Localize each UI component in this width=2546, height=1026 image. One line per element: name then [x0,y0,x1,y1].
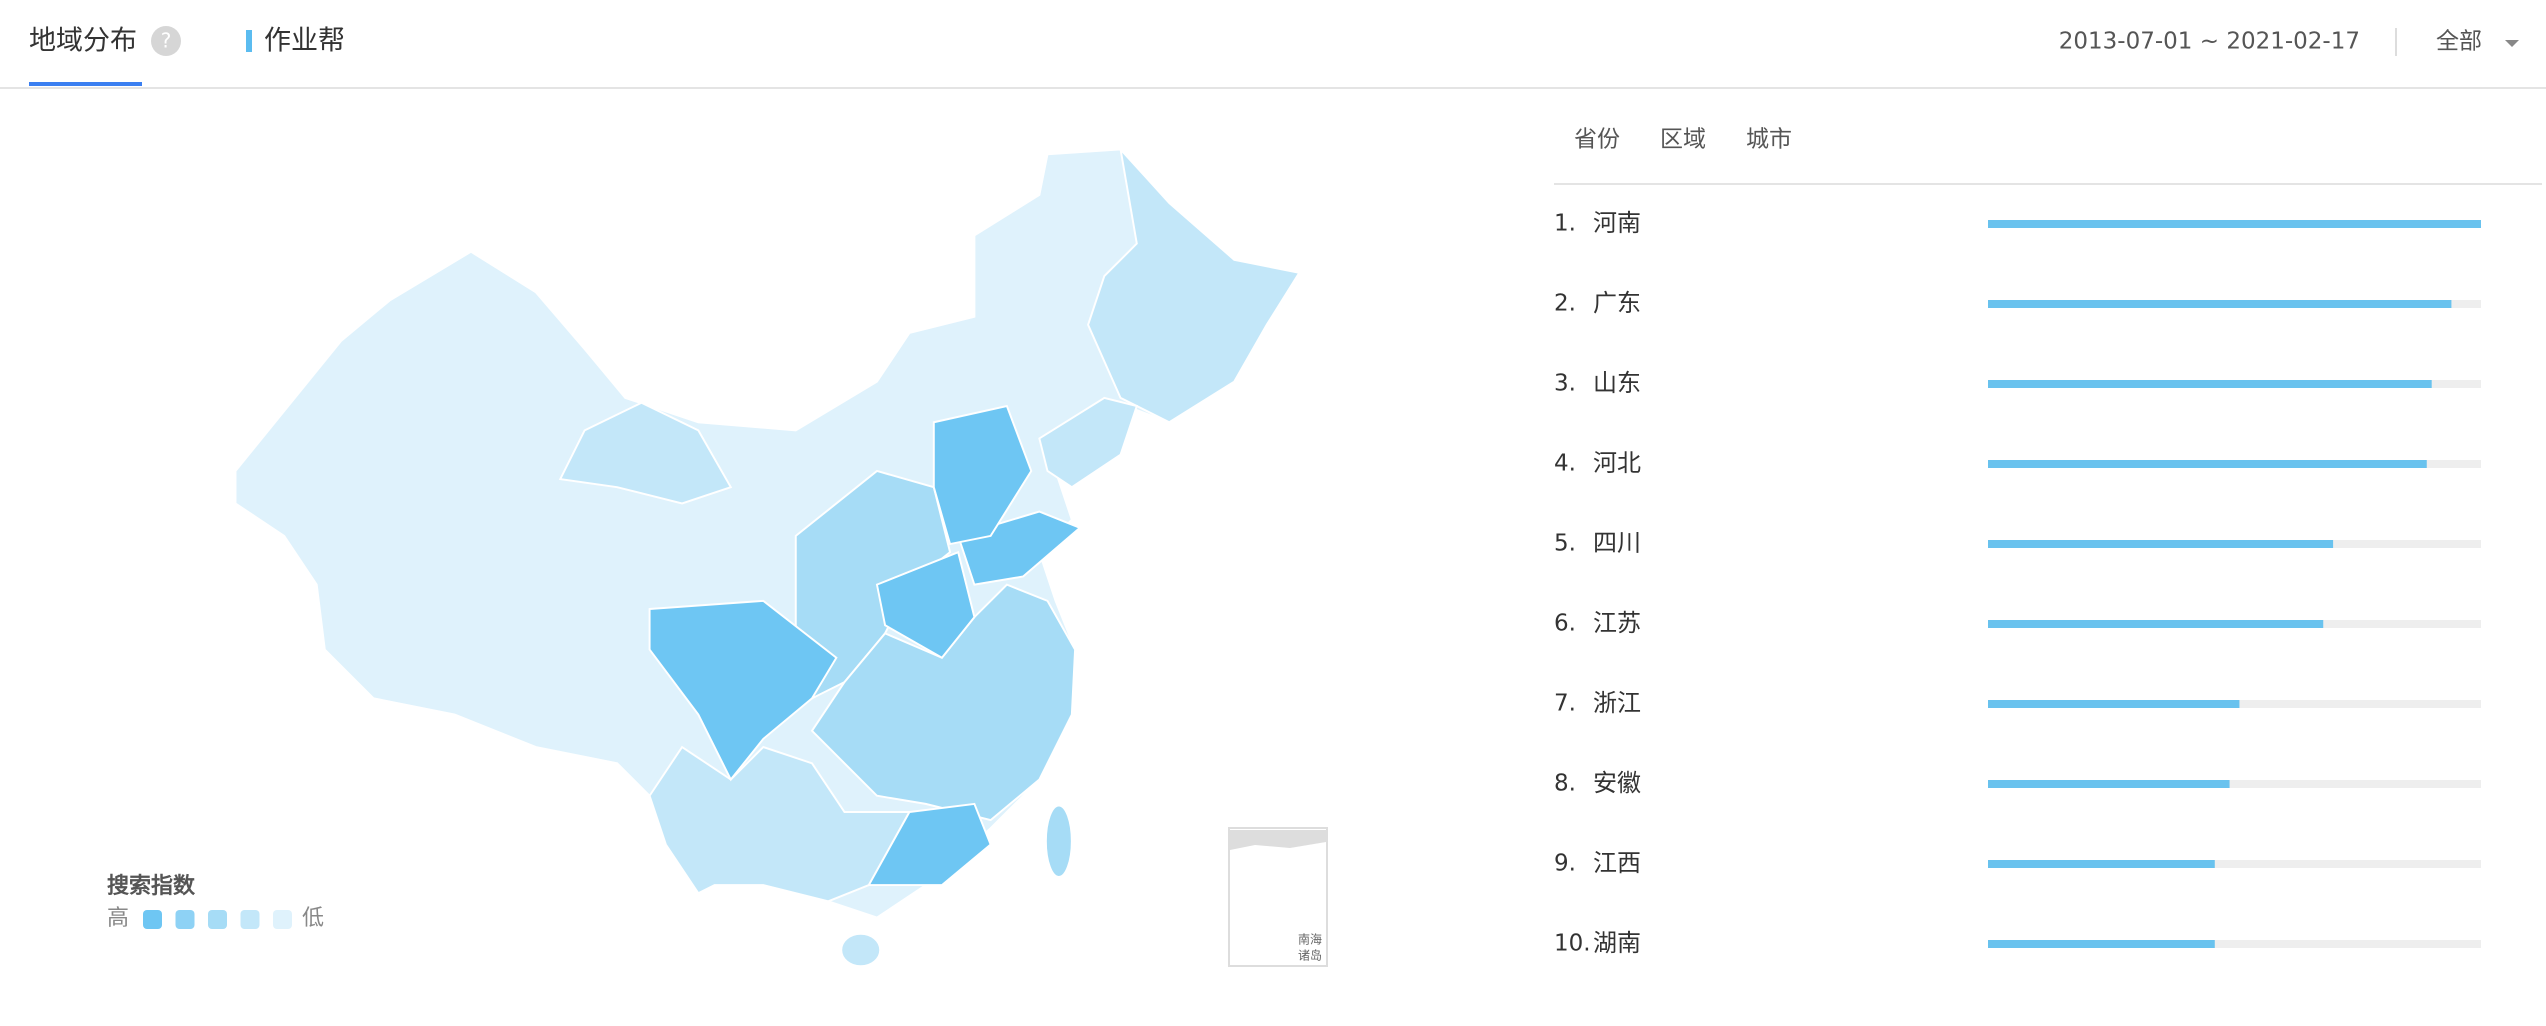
province-name: 江西 [1593,849,1641,877]
henan [875,550,976,659]
bar [1988,940,2215,948]
province-name: 河北 [1593,449,1641,477]
province-name: 广东 [1593,289,1641,317]
rank-number: 10. [1554,931,1591,957]
inset-label: 诸岛 [1298,948,1322,963]
ranking-list: 1. 河南 2. 广东 3. 山东 4. 河北 5. 四川 6. 江苏 7. 浙江 8. 安徽 9. 江西 10. 湖… [1554,209,2481,957]
province-name: 江苏 [1593,609,1641,637]
legend-swatch [143,910,162,929]
legend-swatch [273,910,292,929]
guangdong [867,802,992,887]
bar [1988,460,2427,468]
rank-number: 8. [1554,771,1576,797]
rank-number: 1. [1554,211,1576,237]
rank-number: 2. [1554,291,1576,317]
province-name: 四川 [1593,529,1641,557]
bar-track [1988,860,2481,868]
ranking-tab[interactable]: 省份 [1574,127,1620,153]
bar [1988,860,2215,868]
product-marker [246,30,252,52]
legend-low: 低 [302,906,324,931]
legend-high: 高 [107,906,129,931]
bar [1988,540,2334,548]
bar [1988,620,2324,628]
filter-dropdown[interactable]: 全部 [2436,29,2482,55]
legend-swatch [175,910,195,929]
date-range[interactable]: 2013-07-01 ~ 2021-02-17 [2059,29,2360,55]
inset-land [1230,830,1326,850]
east-region [810,583,1077,822]
sichuan [648,599,838,782]
hebei [932,404,1033,546]
rank-number: 4. [1554,451,1576,477]
province-name: 安徽 [1593,769,1641,797]
taiwan [1044,804,1073,878]
bar-track [1988,940,2481,948]
bar [1988,220,2481,228]
inset-label: 南海 [1298,932,1322,947]
bar-track [1988,780,2481,788]
rank-number: 6. [1554,611,1576,637]
province-name: 山东 [1593,369,1641,397]
ranking-tabs: 省份 区域 城市 [1574,127,1792,153]
ranking-tab[interactable]: 区域 [1660,127,1706,153]
bar [1988,380,2432,388]
qinghai-region [558,401,733,505]
rank-number: 9. [1554,851,1576,877]
ranking-divider [1554,183,2542,185]
bar [1988,300,2452,308]
south-sea-inset [1228,827,1328,967]
rank-number: 7. [1554,691,1576,717]
separator [2395,28,2397,56]
rank-number: 5. [1554,531,1576,557]
region-tab[interactable]: 地域分布 [29,26,137,57]
province-name: 河南 [1593,209,1641,237]
help-icon[interactable] [151,26,181,56]
dropdown-caret [2505,40,2519,47]
rank-number: 3. [1554,371,1576,397]
province-name: 湖南 [1593,929,1641,957]
northeast-region [1087,146,1301,424]
liaoning-region [1038,396,1139,489]
bar [1988,700,2240,708]
hainan [840,932,882,968]
bar [1988,780,2230,788]
legend-swatch [240,910,260,929]
help-mark: ? [161,29,172,53]
product-name: 作业帮 [264,26,345,57]
province-name: 浙江 [1593,689,1641,717]
legend-swatch [208,910,227,929]
china-map [234,146,1301,968]
header-divider [0,87,2546,89]
ranking-tab[interactable]: 城市 [1746,127,1792,153]
legend-title: 搜索指数 [107,873,196,899]
tab-underline [29,82,142,86]
legend-swatches [143,910,292,929]
